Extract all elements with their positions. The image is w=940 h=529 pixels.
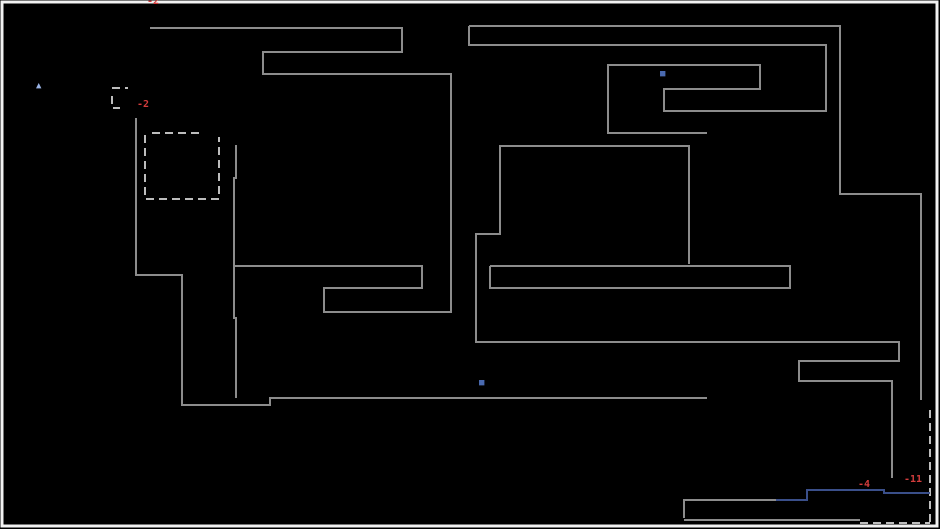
damage-label: -2 [147, 0, 160, 7]
walls [135, 25, 922, 521]
damage-label: -11 [904, 474, 923, 485]
movement-path [776, 489, 930, 501]
enemy-icon[interactable]: ■ [660, 69, 666, 79]
damage-label: -4 [858, 479, 871, 490]
player-icon[interactable]: ▲ [36, 81, 42, 91]
dashed-room [111, 87, 931, 526]
enemy-icon[interactable]: ■ [479, 378, 485, 388]
damage-label: -2 [137, 99, 150, 110]
